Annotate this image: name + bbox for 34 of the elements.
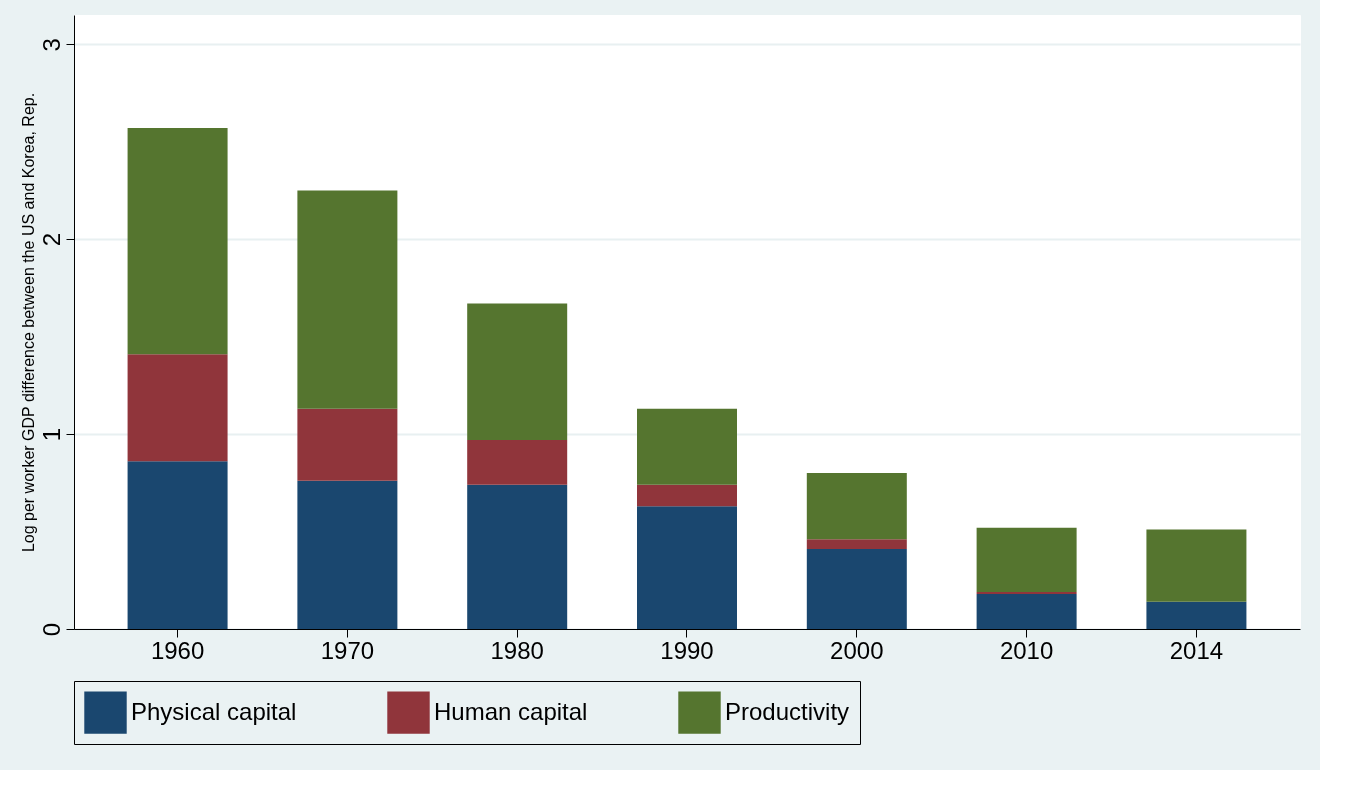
x-tick-label: 1970 [320, 636, 375, 664]
legend-label: Productivity [725, 697, 850, 725]
bar [806, 473, 907, 540]
bar [637, 484, 737, 507]
y-tick-label: 0 [37, 622, 65, 637]
bar [297, 408, 398, 481]
bar [976, 593, 1077, 629]
bar [297, 190, 398, 409]
bar [127, 128, 228, 355]
x-tick-label: 1980 [490, 636, 544, 664]
y-tick-label: 1 [37, 427, 65, 442]
bar [976, 527, 1077, 592]
bar [467, 303, 568, 440]
bar [637, 506, 737, 629]
y-tick-label: 2 [37, 232, 65, 247]
bar [637, 408, 737, 485]
y-axis-title: Log per worker GDP difference between the US and Korea, Rep. [19, 92, 37, 553]
x-tick-label: 1990 [660, 636, 714, 664]
legend-label: Human capital [434, 697, 588, 725]
x-tick-label: 2014 [1169, 636, 1224, 664]
bar [127, 354, 228, 462]
x-tick-label: 2010 [999, 636, 1054, 664]
bar [467, 484, 568, 629]
x-tick-label: 2000 [830, 636, 884, 664]
bar [1146, 601, 1247, 629]
bar [467, 439, 568, 485]
bar [1146, 529, 1247, 602]
bar [806, 549, 907, 629]
legend-label: Physical capital [131, 697, 297, 725]
bar [297, 480, 398, 629]
y-tick-label: 3 [37, 38, 65, 52]
bar [127, 461, 228, 629]
x-tick-label: 1960 [150, 636, 205, 664]
bar [806, 539, 907, 550]
